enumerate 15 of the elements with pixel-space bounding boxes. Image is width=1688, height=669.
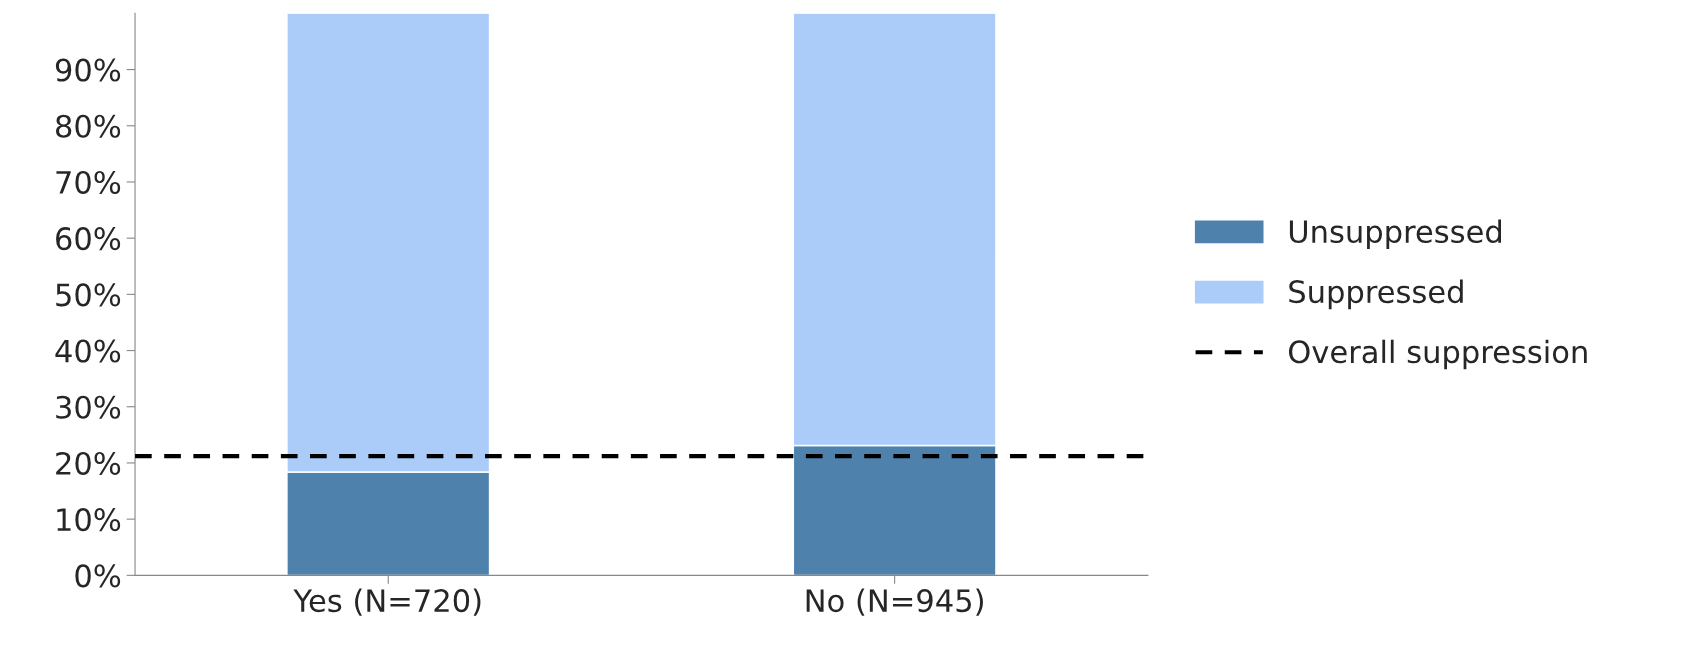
y-tick-label: 80% — [56, 114, 121, 138]
y-tick-label: 30% — [56, 395, 121, 419]
y-tick-label: 50% — [56, 283, 121, 307]
y-tick-label: 10% — [57, 508, 121, 532]
y-tick-label: 20% — [56, 451, 121, 475]
y-tick-label: 60% — [56, 227, 121, 251]
legend-label: Overall suppression — [1288, 339, 1587, 370]
y-tick-label: 0% — [75, 564, 121, 588]
x-tick-label: Yes (N=720) — [293, 588, 481, 616]
legend-label: Suppressed — [1289, 279, 1463, 310]
x-tick-label: No (N=945) — [806, 588, 983, 616]
y-tick-label: 70% — [56, 170, 121, 195]
y-tick-label: 90% — [55, 58, 121, 82]
y-tick-label: 40% — [55, 339, 121, 363]
legend-label: Unsuppressed — [1289, 219, 1501, 250]
